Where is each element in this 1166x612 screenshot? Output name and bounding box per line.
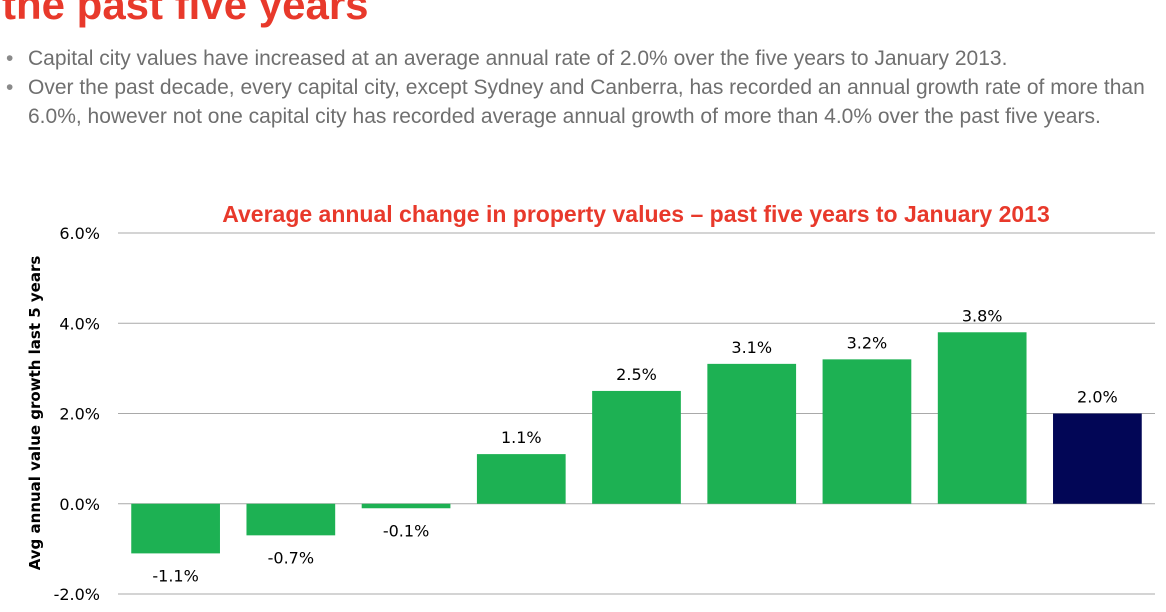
bullet-list: Capital city values have increased at an… (6, 44, 1156, 131)
bar (361, 503, 451, 509)
data-label: 3.1% (731, 338, 772, 357)
y-tick-label: -2.0% (54, 585, 100, 604)
data-label: -1.1% (152, 566, 198, 585)
bar (1053, 413, 1142, 504)
slide-heading: the past five years (2, 0, 369, 28)
data-labels: -1.1% -0.7% -0.1% 1.1% 2.5% 3.1% 3.2% 3.8% 2.0% (152, 306, 1117, 585)
y-tick-label: 4.0% (59, 314, 100, 333)
data-label: -0.7% (268, 548, 314, 567)
bar (592, 390, 681, 504)
bar (246, 503, 336, 536)
data-label: 2.0% (1077, 388, 1118, 407)
chart-title: Average annual change in property values… (222, 201, 1050, 227)
bars (131, 332, 1142, 554)
y-tick-label: 0.0% (59, 495, 100, 514)
bar (476, 454, 566, 504)
data-label: -0.1% (383, 521, 429, 540)
y-axis-label: Avg annual value growth last 5 years (26, 256, 44, 571)
data-label: 3.8% (962, 306, 1003, 325)
bullet-item: Over the past decade, every capital city… (6, 73, 1156, 131)
bar (822, 359, 912, 504)
data-label: 3.2% (847, 333, 888, 352)
bar (707, 363, 797, 504)
bar (131, 503, 220, 554)
y-axis-ticks: -2.0% 0.0% 2.0% 4.0% 6.0% (54, 224, 100, 604)
data-label: 2.5% (616, 365, 657, 384)
bar (937, 332, 1027, 504)
bullet-item: Capital city values have increased at an… (6, 44, 1156, 73)
y-tick-label: 6.0% (59, 224, 100, 243)
data-label: 1.1% (501, 428, 542, 447)
y-tick-label: 2.0% (59, 405, 100, 424)
